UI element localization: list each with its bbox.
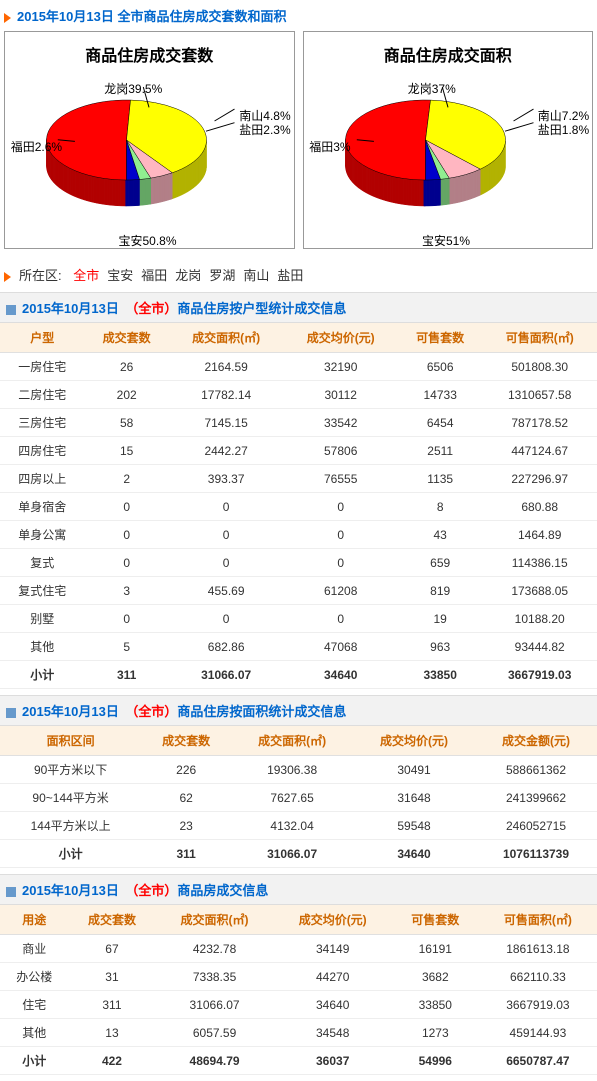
square-icon — [6, 708, 16, 718]
pie-label-福田: 福田3% — [309, 138, 350, 155]
chart-area: 商品住房成交面积 宝安51%龙岗37%南山7.2%盐田1.8%福田3% — [303, 31, 594, 249]
col-header: 成交金额(元) — [475, 726, 597, 756]
table-row: 一房住宅262164.59321906506501808.30 — [0, 353, 597, 381]
region-盐田[interactable]: 盐田 — [277, 268, 303, 283]
region-宝安[interactable]: 宝安 — [107, 268, 133, 283]
chart-count-title: 商品住房成交套数 — [5, 32, 294, 70]
page-title-text: 2015年10月13日 全市商品住房成交套数和面积 — [17, 9, 286, 24]
region-龙岗[interactable]: 龙岗 — [175, 268, 201, 283]
pie-label-盐田: 盐田1.8% — [538, 121, 589, 138]
region-label: 所在区: — [19, 268, 62, 283]
table-mian-ji: 面积区间成交套数成交面积(㎡)成交均价(元)成交金额(元)90平方米以下2261… — [0, 726, 597, 868]
arrow-icon — [4, 272, 11, 282]
table-row: 三房住宅587145.15335426454787178.52 — [0, 409, 597, 437]
col-header: 可售面积(㎡) — [482, 323, 597, 353]
col-header: 成交均价(元) — [283, 323, 398, 353]
table-row: 商业674232.7834149161911861613.18 — [0, 935, 597, 963]
region-福田[interactable]: 福田 — [141, 268, 167, 283]
table-row: 别墅0001910188.20 — [0, 605, 597, 633]
pie-label-宝安: 宝安50.8% — [118, 232, 176, 249]
table-total-row: 小计31131066.0734640338503667919.03 — [0, 661, 597, 689]
square-icon — [6, 887, 16, 897]
col-header: 成交均价(元) — [274, 905, 392, 935]
arrow-icon — [4, 13, 11, 23]
region-全市[interactable]: 全市 — [73, 268, 99, 283]
table-row: 复式住宅3455.6961208819173688.05 — [0, 577, 597, 605]
pie-count: 宝安50.8%龙岗39.5%南山4.8%盐田2.3%福田2.6% — [5, 70, 294, 240]
col-header: 成交面积(㎡) — [169, 323, 284, 353]
table-row: 二房住宅20217782.1430112147331310657.58 — [0, 381, 597, 409]
table-row: 单身宿舍0008680.88 — [0, 493, 597, 521]
section-header-mian-ji: 2015年10月13日 （全市）商品住房按面积统计成交信息 — [0, 695, 597, 726]
col-header: 成交套数 — [84, 323, 168, 353]
col-header: 面积区间 — [0, 726, 141, 756]
section-header-yong-tu: 2015年10月13日 （全市）商品房成交信息 — [0, 874, 597, 905]
table-row: 其他136057.59345481273459144.93 — [0, 1019, 597, 1047]
col-header: 可售套数 — [392, 905, 479, 935]
pie-label-宝安: 宝安51% — [422, 232, 470, 249]
col-header: 成交均价(元) — [353, 726, 475, 756]
pie-label-龙岗: 龙岗37% — [408, 80, 456, 97]
col-header: 用途 — [0, 905, 68, 935]
chart-count: 商品住房成交套数 宝安50.8%龙岗39.5%南山4.8%盐田2.3%福田2.6… — [4, 31, 295, 249]
charts-row: 商品住房成交套数 宝安50.8%龙岗39.5%南山4.8%盐田2.3%福田2.6… — [0, 31, 597, 257]
col-header: 可售套数 — [398, 323, 482, 353]
pie-area: 宝安51%龙岗37%南山7.2%盐田1.8%福田3% — [304, 70, 593, 240]
table-total-row: 小计31131066.07346401076113739 — [0, 840, 597, 868]
table-row: 90~144平方米627627.6531648241399662 — [0, 784, 597, 812]
square-icon — [6, 305, 16, 315]
region-selector: 所在区: 全市宝安福田龙岗罗湖南山盐田 — [0, 257, 597, 292]
pie-label-盐田: 盐田2.3% — [239, 121, 290, 138]
table-row: 单身公寓000431464.89 — [0, 521, 597, 549]
col-header: 可售面积(㎡) — [479, 905, 597, 935]
table-row: 办公楼317338.35442703682662110.33 — [0, 963, 597, 991]
table-row: 住宅31131066.0734640338503667919.03 — [0, 991, 597, 1019]
table-total-row: 小计42248694.7936037549966650787.47 — [0, 1047, 597, 1075]
table-hu-xing: 户型成交套数成交面积(㎡)成交均价(元)可售套数可售面积(㎡)一房住宅26216… — [0, 323, 597, 689]
col-header: 户型 — [0, 323, 84, 353]
table-row: 其他5682.864706896393444.82 — [0, 633, 597, 661]
pie-label-龙岗: 龙岗39.5% — [104, 80, 162, 97]
table-row: 四房以上2393.37765551135227296.97 — [0, 465, 597, 493]
col-header: 成交套数 — [68, 905, 155, 935]
region-南山[interactable]: 南山 — [243, 268, 269, 283]
section-header-hu-xing: 2015年10月13日 （全市）商品住房按户型统计成交信息 — [0, 292, 597, 323]
chart-area-title: 商品住房成交面积 — [304, 32, 593, 70]
col-header: 成交面积(㎡) — [231, 726, 353, 756]
table-row: 四房住宅152442.27578062511447124.67 — [0, 437, 597, 465]
pie-label-福田: 福田2.6% — [11, 138, 62, 155]
col-header: 成交面积(㎡) — [155, 905, 273, 935]
table-row: 144平方米以上234132.0459548246052715 — [0, 812, 597, 840]
page-title: 2015年10月13日 全市商品住房成交套数和面积 — [0, 0, 597, 31]
region-罗湖[interactable]: 罗湖 — [209, 268, 235, 283]
col-header: 成交套数 — [141, 726, 231, 756]
table-row: 90平方米以下22619306.3830491588661362 — [0, 756, 597, 784]
table-row: 复式000659114386.15 — [0, 549, 597, 577]
table-yong-tu: 用途成交套数成交面积(㎡)成交均价(元)可售套数可售面积(㎡)商业674232.… — [0, 905, 597, 1075]
